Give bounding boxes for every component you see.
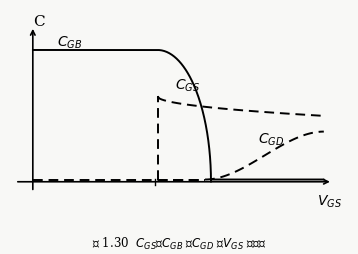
Text: C: C	[33, 14, 44, 28]
Text: $C_{GS}$: $C_{GS}$	[175, 78, 200, 94]
Text: $C_{GB}$: $C_{GB}$	[57, 34, 82, 51]
Text: 图 1.30  $C_{GS}$、$C_{GB}$ 和$C_{GD}$ 随$V_{GS}$ 的变化: 图 1.30 $C_{GS}$、$C_{GB}$ 和$C_{GD}$ 随$V_{…	[92, 235, 266, 251]
Text: $C_{GD}$: $C_{GD}$	[258, 131, 285, 148]
Text: $V_{GS}$: $V_{GS}$	[317, 193, 342, 209]
